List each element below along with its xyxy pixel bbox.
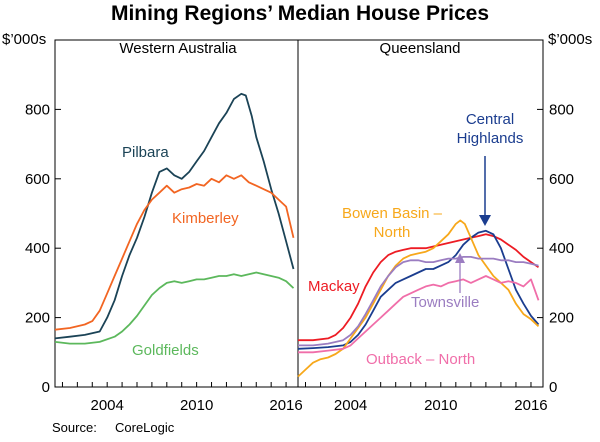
y-tick-label-right: 0 xyxy=(549,379,557,396)
y-tick-label-right: 600 xyxy=(549,171,574,188)
series-line-mackay xyxy=(298,233,540,342)
x-tick-label: 2016 xyxy=(514,397,547,414)
y-tick-label-left: 800 xyxy=(25,101,50,118)
plot-frame xyxy=(54,39,544,388)
label-townsville: Townsville xyxy=(411,294,479,311)
y-tick-label-left: 600 xyxy=(25,171,50,188)
source-value: CoreLogic xyxy=(115,420,175,435)
x-tick-label: 2004 xyxy=(90,397,123,414)
x-tick-label: 2010 xyxy=(180,397,213,414)
label-outback-north: Outback – North xyxy=(366,351,475,368)
label-bowen-basin-north: Bowen Basin – North xyxy=(342,205,443,241)
series-line-kimberley xyxy=(54,174,295,331)
x-tick-label: 2016 xyxy=(269,397,302,414)
label-pilbara: Pilbara xyxy=(122,144,169,161)
panel-title-queensland: Queensland xyxy=(380,40,461,57)
series-line-outback-north xyxy=(298,275,540,354)
series-line-goldfields xyxy=(54,271,295,345)
x-tick-label: 2010 xyxy=(424,397,457,414)
plot-area xyxy=(54,39,544,388)
y-tick-label-left: 200 xyxy=(25,310,50,327)
chart-title: Mining Regions’ Median House Prices xyxy=(111,2,489,25)
y-unit-right: $’000s xyxy=(548,31,592,48)
y-unit-left: $’000s xyxy=(2,31,46,48)
label-kimberley: Kimberley xyxy=(172,210,239,227)
x-tick-label: 2004 xyxy=(334,397,367,414)
series-line-central-highlands xyxy=(297,229,540,350)
y-tick-label-left: 0 xyxy=(42,379,50,396)
tick-labels: 0 0 200 200 400 400 600 600 800 800 2004 2010 2016 20… xyxy=(25,101,574,414)
arrow-townsville xyxy=(455,253,465,293)
y-tick-label-right: 400 xyxy=(549,240,574,257)
label-mackay: Mackay xyxy=(308,278,360,295)
panel-title-western-australia: Western Australia xyxy=(119,40,237,57)
label-goldfields: Goldfields xyxy=(132,342,199,359)
series-line-bowen-basin-north xyxy=(297,219,540,378)
label-central-highlands: Central Highlands xyxy=(457,111,524,147)
y-tick-label-left: 400 xyxy=(25,240,50,257)
y-tick-label-right: 200 xyxy=(549,310,574,327)
y-tick-label-right: 800 xyxy=(549,101,574,118)
series-lines xyxy=(54,92,540,378)
source-label: Source: xyxy=(52,420,97,435)
arrow-central-highlands xyxy=(479,156,491,226)
series-line-pilbara xyxy=(54,92,295,340)
series-line-townsville xyxy=(298,255,539,347)
